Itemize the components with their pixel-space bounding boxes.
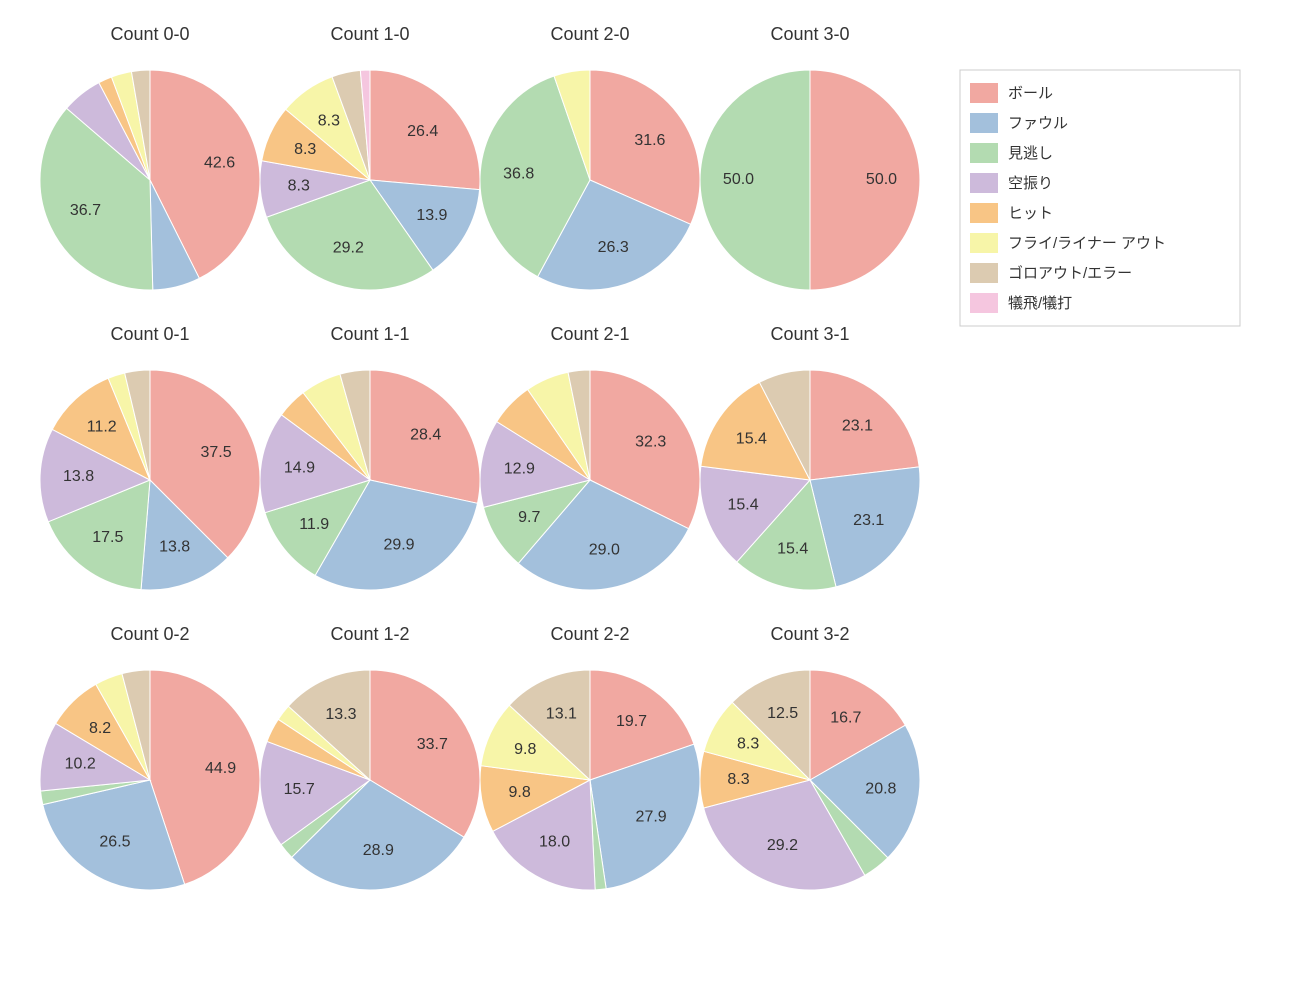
slice-label-look: 36.8 (503, 165, 534, 182)
slice-label-ground: 13.1 (546, 706, 577, 723)
slice-label-foul: 29.9 (383, 537, 414, 554)
slice-label-swing: 10.2 (65, 756, 96, 773)
legend-swatch-ball (970, 83, 998, 103)
legend-label-foul: ファウル (1008, 115, 1068, 132)
slice-label-look: 50.0 (723, 171, 754, 188)
legend-swatch-look (970, 143, 998, 163)
legend-box (960, 70, 1240, 326)
slice-label-ball: 26.4 (407, 123, 438, 140)
legend-label-hit: ヒット (1008, 205, 1053, 222)
slice-label-foul: 13.8 (159, 538, 190, 555)
slice-label-swing: 12.9 (504, 460, 535, 477)
legend-label-ground: ゴロアウト/エラー (1008, 264, 1132, 282)
slice-label-swing: 29.2 (767, 837, 798, 854)
slice-label-fly: 8.3 (737, 735, 759, 752)
slice-label-ground: 12.5 (767, 705, 798, 722)
slice-label-swing: 13.8 (63, 468, 94, 485)
slice-label-ball: 33.7 (417, 736, 448, 753)
slice-label-hit: 15.4 (736, 430, 767, 447)
slice-label-ball: 42.6 (204, 155, 235, 172)
chart-title: Count 1-2 (330, 624, 409, 644)
slice-label-foul: 28.9 (363, 842, 394, 859)
slice-label-foul: 20.8 (865, 781, 896, 798)
slice-label-fly: 9.8 (514, 741, 536, 758)
legend-swatch-hit (970, 203, 998, 223)
slice-label-swing: 15.7 (284, 781, 315, 798)
slice-label-hit: 11.2 (87, 418, 117, 435)
slice-label-look: 29.2 (333, 239, 364, 256)
slice-label-ball: 23.1 (842, 418, 873, 435)
slice-label-look: 15.4 (777, 541, 808, 558)
slice-label-foul: 23.1 (853, 512, 884, 529)
slice-label-foul: 26.3 (598, 239, 629, 256)
slice-label-ground: 13.3 (325, 706, 356, 723)
slice-label-ball: 50.0 (866, 171, 897, 188)
slice-label-hit: 9.8 (509, 784, 531, 801)
legend-label-sac: 犠飛/犠打 (1008, 295, 1072, 312)
chart-title: Count 3-1 (770, 324, 849, 344)
slice-label-look: 36.7 (70, 202, 101, 219)
slice-label-look: 11.9 (299, 516, 329, 533)
slice-label-ball: 31.6 (634, 132, 665, 149)
slice-label-swing: 15.4 (727, 496, 758, 513)
slice-label-swing: 18.0 (539, 833, 570, 850)
slice-label-foul: 13.9 (416, 207, 447, 224)
chart-title: Count 0-1 (110, 324, 189, 344)
slice-label-look: 9.7 (518, 509, 540, 526)
slice-label-ball: 37.5 (200, 444, 231, 461)
legend-swatch-foul (970, 113, 998, 133)
svg-canvas: Count 0-0 42.6 36.7 Count 1-0 26.4 13.9 29.2 8.… (0, 0, 1300, 1000)
slice-label-ball: 28.4 (410, 426, 441, 443)
slice-label-ball: 19.7 (616, 713, 647, 730)
chart-title: Count 2-1 (550, 324, 629, 344)
slice-label-foul: 27.9 (636, 808, 667, 825)
legend-swatch-fly (970, 233, 998, 253)
slice-label-hit: 8.3 (727, 771, 749, 788)
legend-swatch-ground (970, 263, 998, 283)
chart-title: Count 1-0 (330, 24, 409, 44)
slice-label-fly: 8.3 (318, 113, 340, 130)
slice-label-hit: 8.2 (89, 720, 111, 737)
chart-title: Count 0-2 (110, 624, 189, 644)
slice-label-swing: 8.3 (288, 177, 310, 194)
legend-label-ball: ボール (1008, 85, 1053, 102)
chart-title: Count 2-2 (550, 624, 629, 644)
legend-swatch-swing (970, 173, 998, 193)
chart-title: Count 2-0 (550, 24, 629, 44)
slice-label-look: 17.5 (92, 529, 123, 546)
slice-label-ball: 16.7 (830, 709, 861, 726)
legend: ボールファウル見逃し空振りヒットフライ/ライナー アウトゴロアウト/エラー犠飛/… (960, 70, 1240, 326)
chart-grid: Count 0-0 42.6 36.7 Count 1-0 26.4 13.9 29.2 8.… (0, 0, 1300, 1000)
chart-title: Count 3-0 (770, 24, 849, 44)
chart-title: Count 0-0 (110, 24, 189, 44)
chart-title: Count 1-1 (330, 324, 409, 344)
chart-title: Count 3-2 (770, 624, 849, 644)
legend-label-swing: 空振り (1008, 175, 1053, 192)
legend-label-fly: フライ/ライナー アウト (1008, 235, 1166, 252)
slice-label-ball: 44.9 (205, 760, 236, 777)
slice-label-ball: 32.3 (635, 433, 666, 450)
slice-label-foul: 29.0 (589, 541, 620, 558)
legend-label-look: 見逃し (1008, 145, 1053, 162)
legend-swatch-sac (970, 293, 998, 313)
slice-label-hit: 8.3 (294, 141, 316, 158)
slice-label-swing: 14.9 (284, 459, 315, 476)
slice-label-foul: 26.5 (99, 834, 130, 851)
